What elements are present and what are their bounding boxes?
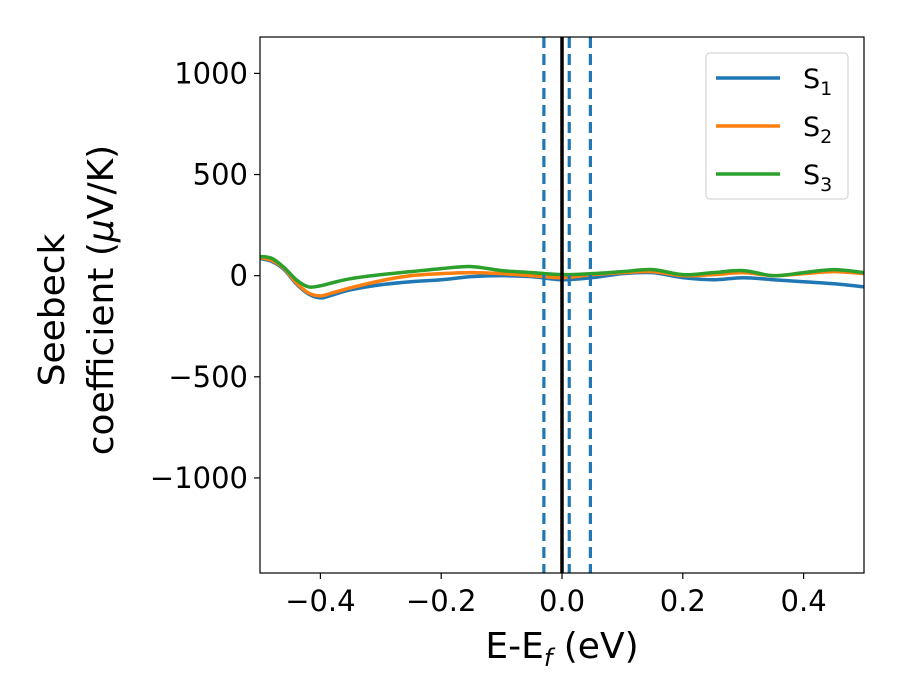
x-tick-label: 0.4 <box>781 584 827 618</box>
y-tick-label: 500 <box>193 158 248 192</box>
y-axis-title-line1: Seebeck <box>32 233 73 386</box>
y-tick-label: −500 <box>168 360 248 394</box>
legend-label-s2: S2 <box>803 112 832 148</box>
y-axis-title-unit: V/K) <box>81 145 122 219</box>
plot-area <box>260 37 864 573</box>
legend-label-s3: S3 <box>803 160 832 196</box>
plot-layer <box>260 37 864 573</box>
y-axis-title-line2: coefficient (μV/K) <box>81 145 122 455</box>
y-axis-title-line2-prefix: coefficient ( <box>81 242 122 455</box>
x-tick-label: −0.4 <box>285 584 355 618</box>
ticks-layer: −0.4 −0.2 0.0 0.2 0.4 1000 500 0 −500 −1000 <box>150 56 827 618</box>
series-line-s3 <box>260 254 864 289</box>
series-line-s2 <box>260 255 864 298</box>
y-axis-title-mu: μ <box>81 219 122 243</box>
x-axis-title: E-Ef (eV) <box>485 626 638 672</box>
x-axis-title-main: E-E <box>485 626 543 667</box>
legend: S1 S2 S3 <box>705 52 849 200</box>
x-tick-label: −0.2 <box>406 584 476 618</box>
x-tick-label: 0.0 <box>539 584 585 618</box>
x-axis-title-unit: (eV) <box>552 626 638 667</box>
legend-items: S1 S2 S3 <box>716 64 832 196</box>
y-tick-label: 0 <box>230 259 248 293</box>
y-tick-label: −1000 <box>150 461 248 495</box>
legend-label-s1: S1 <box>803 64 832 100</box>
y-tick-label: 1000 <box>174 56 248 90</box>
x-tick-label: 0.2 <box>660 584 706 618</box>
